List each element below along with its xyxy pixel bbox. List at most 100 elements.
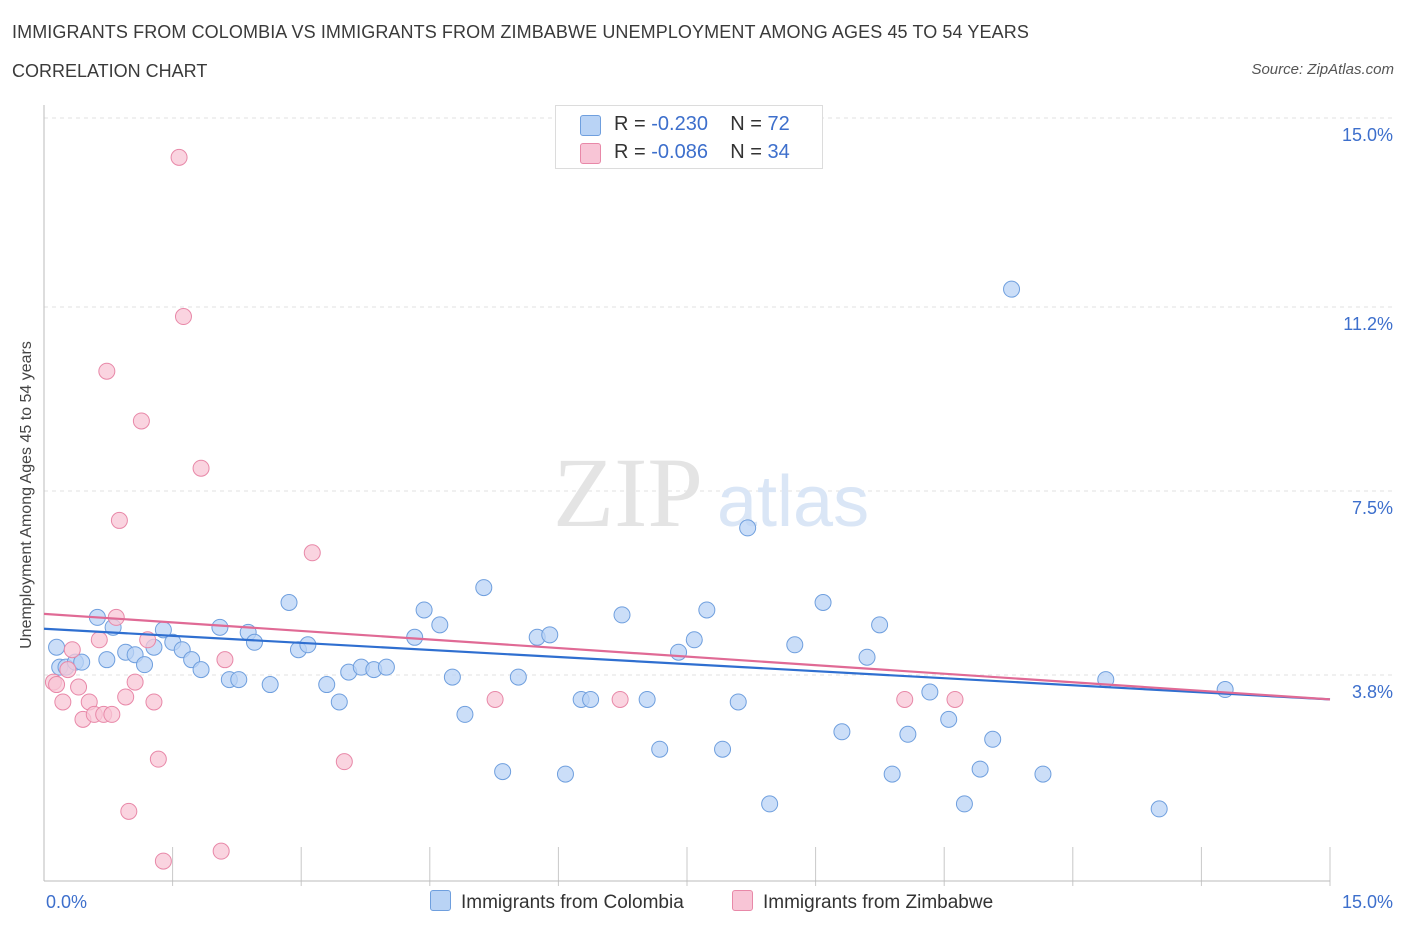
r-value-zimbabwe: -0.086 [651, 141, 708, 163]
colombia-point [786, 636, 804, 654]
zimbabwe-point [303, 544, 321, 562]
colombia-point [136, 656, 154, 674]
colombia-point [899, 725, 917, 743]
colombia-point [613, 606, 631, 624]
colombia-point [211, 618, 229, 636]
colombia-point [858, 648, 876, 666]
y-tick-label: 7.5% [1352, 498, 1393, 518]
zimbabwe-point [170, 148, 188, 166]
zimbabwe-point [149, 750, 167, 768]
colombia-point [729, 693, 747, 711]
watermark-zip: ZIP [553, 437, 703, 548]
n-label: N = [730, 113, 768, 135]
zimbabwe-point [48, 676, 66, 694]
zimbabwe-point [120, 802, 138, 820]
zimbabwe-point [103, 705, 121, 723]
zimbabwe-point [132, 412, 150, 430]
colombia-point [871, 616, 889, 634]
n-value-zimbabwe: 34 [767, 141, 790, 163]
colombia-point [299, 636, 317, 654]
zimbabwe-point [212, 842, 230, 860]
colombia-point [1034, 765, 1052, 783]
r-label: R = [614, 141, 652, 163]
colombia-point [1003, 280, 1021, 298]
colombia-point [541, 626, 559, 644]
colombia-point [638, 690, 656, 708]
colombia-point [955, 795, 973, 813]
zimbabwe-point [110, 511, 128, 529]
zimbabwe-point [54, 693, 72, 711]
colombia-point [318, 676, 336, 694]
zimbabwe-trend-line [43, 612, 1331, 701]
zimbabwe-point [126, 673, 144, 691]
colombia-point [475, 579, 493, 597]
colombia-point [98, 651, 116, 669]
colombia-point [245, 633, 263, 651]
colombia-point [556, 765, 574, 783]
zimbabwe-point [90, 631, 108, 649]
source-credit: Source: ZipAtlas.com [1251, 61, 1394, 78]
zimbabwe-point [486, 690, 504, 708]
colombia-point [833, 723, 851, 741]
chart-subtitle: CORRELATION CHART [12, 61, 208, 81]
colombia-point [377, 658, 395, 676]
colombia-legend-swatch [430, 890, 451, 911]
y-tick-label: 3.8% [1352, 682, 1393, 702]
zimbabwe-point [174, 308, 192, 326]
y-tick-label: 15.0% [1342, 125, 1393, 145]
x-tick-label-max: 15.0% [1342, 892, 1393, 912]
colombia-point [883, 765, 901, 783]
colombia-point [940, 710, 958, 728]
colombia-point [192, 661, 210, 679]
colombia-point [761, 795, 779, 813]
zimbabwe-point [63, 641, 81, 659]
zimbabwe-point [145, 693, 163, 711]
zimbabwe-legend-swatch [732, 890, 753, 911]
colombia-point [685, 631, 703, 649]
colombia-point [415, 601, 433, 619]
zimbabwe-point [335, 753, 353, 771]
zimbabwe-point [192, 459, 210, 477]
colombia-point [921, 683, 939, 701]
zimbabwe-legend-label: Immigrants from Zimbabwe [763, 892, 994, 913]
colombia-point [984, 730, 1002, 748]
colombia-point [582, 690, 600, 708]
colombia-point [1216, 681, 1234, 699]
legend-item-colombia: Immigrants from Colombia [430, 890, 684, 914]
colombia-point [230, 671, 248, 689]
colombia-point [651, 740, 669, 758]
colombia-point [73, 653, 91, 671]
colombia-point [714, 740, 732, 758]
zimbabwe-point [154, 852, 172, 870]
zimbabwe-point [117, 688, 135, 706]
colombia-point [509, 668, 527, 686]
colombia-point [698, 601, 716, 619]
x-tick-label-min: 0.0% [46, 892, 87, 912]
zimbabwe-point [59, 661, 77, 679]
watermark: ZIP atlas [553, 437, 869, 548]
colombia-point [739, 519, 757, 537]
colombia-point [431, 616, 449, 634]
zimbabwe-point [216, 651, 234, 669]
r-label: R = [614, 113, 652, 135]
colombia-swatch [580, 115, 601, 136]
zimbabwe-point [946, 690, 964, 708]
n-label: N = [730, 141, 768, 163]
colombia-legend-label: Immigrants from Colombia [461, 892, 684, 913]
zimbabwe-point [611, 690, 629, 708]
colombia-point [971, 760, 989, 778]
colombia-point [261, 676, 279, 694]
colombia-point [1150, 800, 1168, 818]
grid-lines [44, 117, 1392, 676]
colombia-point [670, 643, 688, 661]
zimbabwe-point [98, 362, 116, 380]
trend-lines [43, 612, 1331, 701]
zimbabwe-point [139, 631, 157, 649]
x-axis-ticks [172, 847, 1331, 886]
legend-item-zimbabwe: Immigrants from Zimbabwe [732, 890, 993, 914]
n-value-colombia: 72 [767, 113, 790, 135]
chart-title: IMMIGRANTS FROM COLOMBIA VS IMMIGRANTS F… [12, 22, 1029, 42]
colombia-point [494, 763, 512, 781]
colombia-point [330, 693, 348, 711]
